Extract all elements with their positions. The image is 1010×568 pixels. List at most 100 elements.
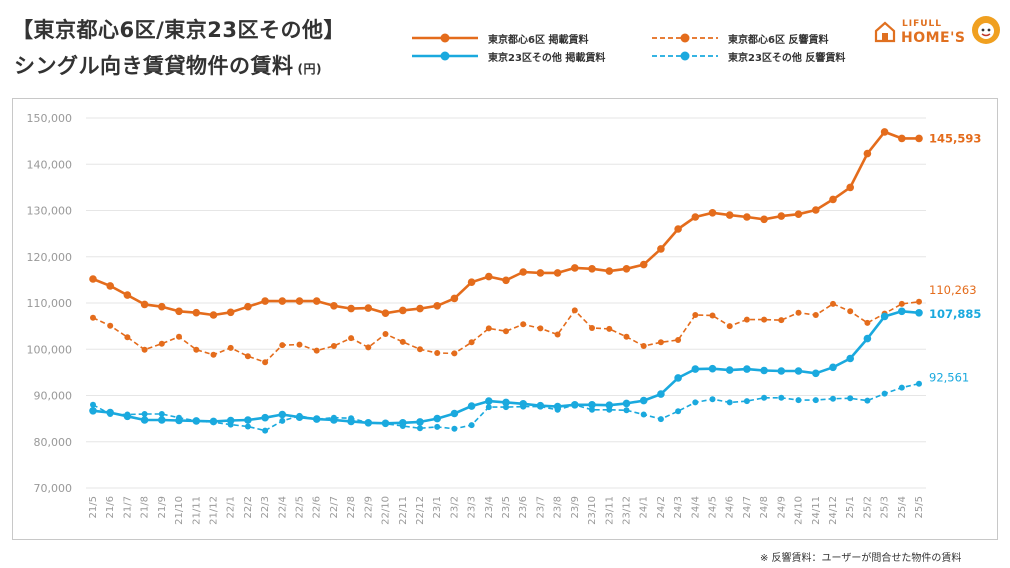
data-point: [140, 416, 149, 424]
y-tick-label: 120,000: [27, 251, 73, 264]
data-point: [90, 401, 96, 408]
x-tick-label: 21/10: [174, 496, 185, 525]
data-point: [639, 260, 648, 269]
x-tick-label: 22/7: [329, 496, 340, 518]
data-point: [175, 307, 183, 316]
data-point: [898, 384, 905, 391]
data-point: [864, 319, 871, 326]
data-point: [795, 309, 802, 316]
legend-item-other-inquiry: 東京23区その他 反響賃料: [650, 48, 845, 64]
y-tick-label: 150,000: [27, 112, 73, 125]
data-point: [347, 304, 355, 313]
x-tick-label: 23/3: [467, 496, 478, 518]
footnote: ※ 反響賃料：ユーザーが問合せた物件の賃料: [760, 553, 962, 564]
data-point: [536, 401, 545, 410]
data-point: [847, 395, 854, 402]
legend-item-central-listing: 東京都心6区 掲載賃料: [410, 30, 588, 46]
data-point: [262, 359, 269, 366]
data-point: [606, 325, 613, 332]
data-point: [880, 312, 889, 321]
data-point: [519, 268, 527, 276]
data-point: [502, 398, 510, 407]
data-point: [520, 321, 527, 328]
data-point: [864, 397, 871, 404]
x-tick-label: 25/3: [880, 496, 891, 518]
data-point: [691, 365, 700, 373]
data-point: [433, 302, 442, 310]
data-point: [416, 418, 424, 426]
legend-swatch-central-inquiry: [652, 33, 718, 43]
data-point: [915, 134, 923, 143]
legend-item-central-inquiry: 東京都心6区 反響賃料: [650, 30, 828, 46]
data-point: [417, 425, 423, 432]
data-point: [262, 427, 269, 434]
data-point: [227, 344, 234, 351]
y-tick-label: 130,000: [27, 205, 73, 218]
data-point: [674, 374, 682, 382]
data-point: [468, 339, 475, 346]
data-point: [863, 334, 872, 343]
y-tick-label: 100,000: [27, 343, 73, 356]
x-tick-label: 22/2: [243, 496, 254, 518]
data-point: [657, 339, 664, 346]
data-point: [192, 308, 201, 317]
y-tick-label: 90,000: [34, 390, 73, 403]
data-point: [830, 300, 836, 307]
data-point: [589, 406, 595, 413]
data-point: [708, 364, 717, 373]
data-point: [451, 350, 458, 357]
data-point: [226, 308, 235, 317]
data-point: [830, 395, 836, 402]
data-point: [519, 400, 527, 408]
x-tick-label: 23/2: [449, 496, 460, 518]
data-point: [778, 317, 785, 324]
x-tick-label: 24/10: [794, 496, 805, 525]
x-tick-label: 24/11: [811, 496, 822, 525]
data-point: [553, 269, 562, 277]
data-point: [588, 265, 596, 273]
data-point: [640, 411, 647, 418]
data-point: [399, 338, 406, 345]
data-point: [829, 195, 837, 204]
data-point: [726, 399, 733, 406]
data-point: [725, 366, 734, 374]
data-point: [330, 416, 338, 424]
x-tick-label: 23/11: [604, 496, 615, 525]
x-tick-label: 22/3: [260, 496, 271, 518]
data-point: [244, 416, 252, 424]
x-tick-label: 21/9: [157, 496, 168, 518]
x-tick-label: 24/5: [708, 496, 719, 518]
data-point: [434, 350, 441, 356]
data-point: [536, 269, 545, 277]
data-point: [761, 316, 768, 323]
legend-swatch-other-inquiry: [652, 51, 718, 61]
data-point: [296, 341, 303, 348]
data-point: [244, 423, 251, 430]
x-tick-label: 24/1: [639, 496, 650, 518]
chart-title-text: シングル向き賃貸物件の賃料: [14, 54, 294, 78]
data-point: [244, 302, 252, 311]
data-point: [674, 225, 682, 233]
data-point: [916, 380, 922, 387]
x-tick-label: 21/12: [208, 496, 219, 525]
data-point: [622, 399, 631, 408]
data-point: [761, 394, 768, 401]
legend-label-central-listing: 東京都心6区 掲載賃料: [488, 34, 589, 46]
data-point: [880, 128, 889, 136]
data-point: [210, 351, 217, 358]
series-line: [92, 130, 919, 317]
data-point: [140, 300, 149, 309]
y-tick-label: 70,000: [34, 482, 73, 495]
data-point: [106, 408, 114, 417]
logo-text-homes: HOME'S: [901, 30, 966, 46]
x-tick-label: 22/8: [346, 496, 357, 518]
data-point: [571, 307, 578, 314]
data-point: [709, 396, 716, 403]
data-point: [89, 407, 97, 415]
data-point: [90, 314, 96, 321]
data-point: [364, 304, 373, 312]
data-point: [261, 413, 269, 422]
chart-title-line1: 【東京都心6区/東京23区その他】: [12, 18, 346, 42]
data-point: [537, 325, 544, 332]
x-tick-label: 21/7: [122, 496, 133, 518]
